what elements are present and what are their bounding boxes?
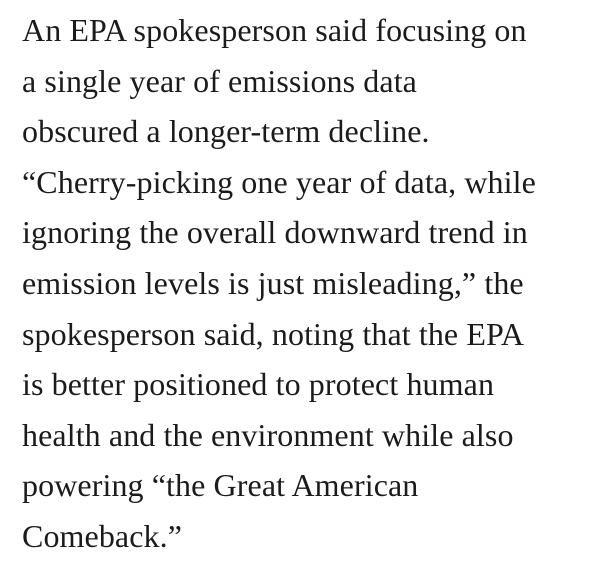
article-paragraph: An EPA spokesperson said focusing on a s… [22,12,536,554]
